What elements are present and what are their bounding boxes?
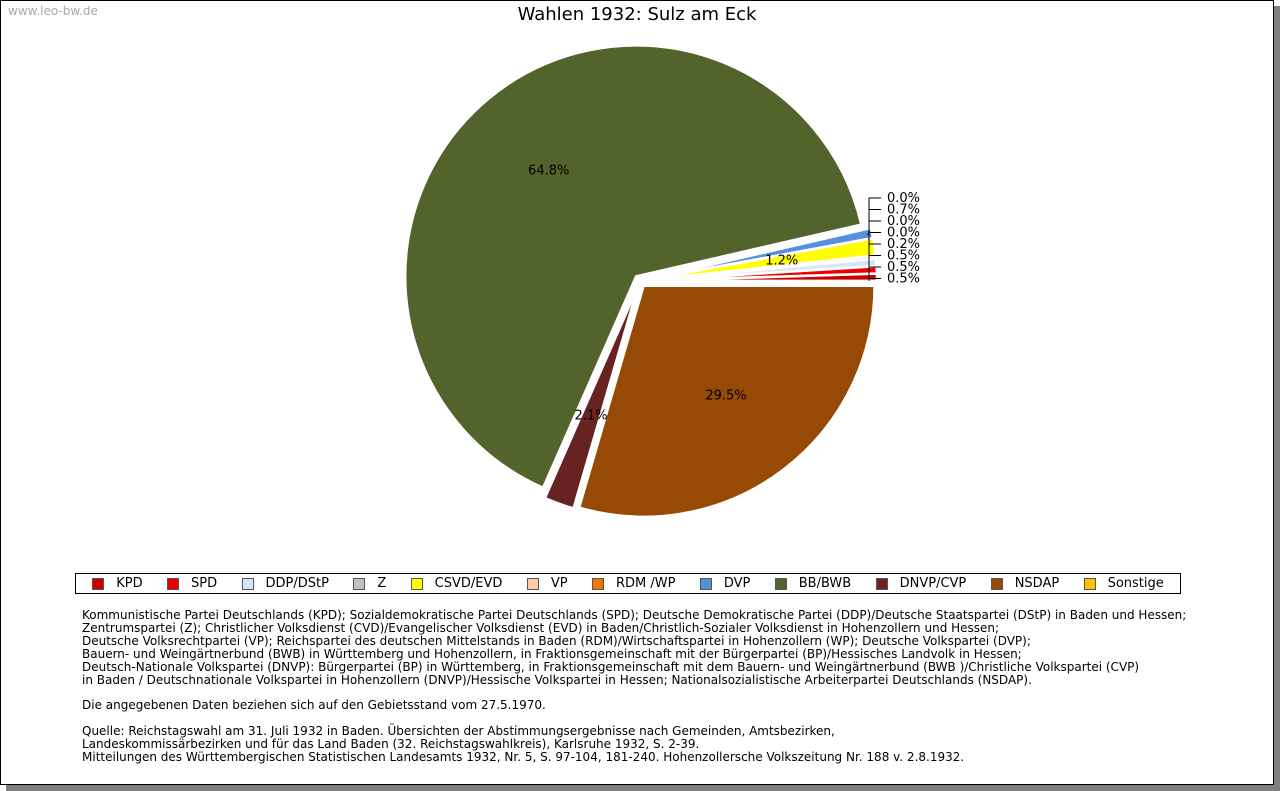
legend-swatch <box>699 577 712 590</box>
legend-label: KPD <box>116 576 143 591</box>
legend-item-spd: SPD <box>166 576 218 591</box>
callout-line-z <box>868 243 881 258</box>
slice-label-rdm-wp: 0.0% <box>887 226 920 241</box>
legend-label: DNVP/CVP <box>899 576 967 591</box>
slice-label-nsdap: 29.5% <box>705 389 746 404</box>
legend-item-z: Z <box>353 576 386 591</box>
pie-slice-bb-bwb <box>403 44 863 490</box>
legend-item-dvp: DVP <box>699 576 751 591</box>
legend-swatch <box>875 577 888 590</box>
party-note-line: Kommunistische Partei Deutschlands (KPD)… <box>82 608 1187 622</box>
legend-swatch <box>1083 577 1096 590</box>
slice-label-kpd: 0.5% <box>887 272 920 287</box>
legend-swatch <box>166 577 179 590</box>
legend-swatch <box>410 577 423 590</box>
pie-slice-dnvp-cvp <box>543 286 640 511</box>
legend-label: Sonstige <box>1107 576 1164 591</box>
legend-swatch <box>353 577 366 590</box>
legend-swatch <box>591 577 604 590</box>
source-note-line: Landeskommissärbezirken und für das Land… <box>82 737 700 752</box>
source-note-line: Quelle: Reichstagswahl am 31. Juli 1932 … <box>82 724 835 739</box>
legend-label: CSVD/EVD <box>434 576 503 591</box>
pie-slice-nsdap <box>577 284 876 519</box>
legend-swatch <box>990 577 1003 590</box>
legend-item-sonstige: Sonstige <box>1083 576 1164 591</box>
legend-item-kpd: KPD <box>92 576 143 591</box>
legend-item-rdm-wp: RDM /WP <box>591 576 676 591</box>
source-note-line: Mitteilungen des Württembergischen Stati… <box>82 749 965 764</box>
legend-label: BB/BWB <box>798 576 852 591</box>
legend-swatch <box>774 577 787 590</box>
watermark: www.leo-bw.de <box>8 4 98 18</box>
legend-swatch <box>241 577 254 590</box>
legend-swatch <box>526 577 539 590</box>
legend-item-vp: VP <box>526 576 568 591</box>
slice-label-sonstige: 0.0% <box>887 191 920 206</box>
callout-line-rdm-wp <box>868 232 881 240</box>
slice-label-spd: 0.5% <box>887 260 920 275</box>
party-note-line: Deutsche Volksrechtpartei (VP); Reichspa… <box>82 633 1031 648</box>
slice-label-vp: 0.0% <box>887 214 920 229</box>
legend-item-ddp-dstp: DDP/DStP <box>241 576 329 591</box>
party-note-line: Deutsch-Nationale Volkspartei (DNVP): Bü… <box>82 659 1140 674</box>
slice-label-dnvp-cvp: 2.1% <box>575 409 608 424</box>
slice-label-bb-bwb: 64.8% <box>528 164 569 179</box>
legend-label: SPD <box>190 576 218 591</box>
legend-label: RDM /WP <box>615 576 676 591</box>
legend-label: DDP/DStP <box>265 576 329 591</box>
callout-line-kpd <box>868 277 881 279</box>
chart-legend: KPD SPD DDP/DStP Z CSVD/EVD VP RDM /WP DVP BB/BW… <box>75 573 1181 594</box>
legend-swatch <box>92 577 105 590</box>
legend-label: NSDAP <box>1014 576 1060 591</box>
party-note-line: Zentrumspartei (Z); Christlicher Volksdi… <box>82 620 1000 635</box>
slice-label-csvd-evd: 1.2% <box>765 253 798 268</box>
legend-item-dnvp-cvp: DNVP/CVP <box>875 576 967 591</box>
party-note-line: in Baden / Deutschnationale Volkspartei … <box>82 672 1032 687</box>
legend-label: Z <box>377 576 387 591</box>
territory-note: Die angegebenen Daten beziehen sich auf … <box>82 698 546 713</box>
slice-label-z: 0.2% <box>887 237 920 252</box>
legend-item-csvd-evd: CSVD/EVD <box>410 576 503 591</box>
slice-label-dvp: 0.7% <box>887 203 920 218</box>
chart-title: Wahlen 1932: Sulz am Eck <box>517 4 757 25</box>
legend-item-nsdap: NSDAP <box>990 576 1060 591</box>
slice-label-ddp-dstp: 0.5% <box>887 249 920 264</box>
party-note-line: Bauern- und Weingärtnerbund (BWB) in Wür… <box>82 646 1022 661</box>
legend-item-bb-bwb: BB/BWB <box>774 576 852 591</box>
chart-notes: Kommunistische Partei Deutschlands (KPD)… <box>82 609 1202 764</box>
legend-label: VP <box>550 576 568 591</box>
pie-chart: 1.2%64.8%2.1%29.5%0.0%0.7%0.0%0.0%0.2%0.… <box>403 44 920 519</box>
callout-line-ddp-dstp <box>868 255 881 263</box>
callout-line-spd <box>868 266 881 271</box>
legend-label: DVP <box>723 576 751 591</box>
